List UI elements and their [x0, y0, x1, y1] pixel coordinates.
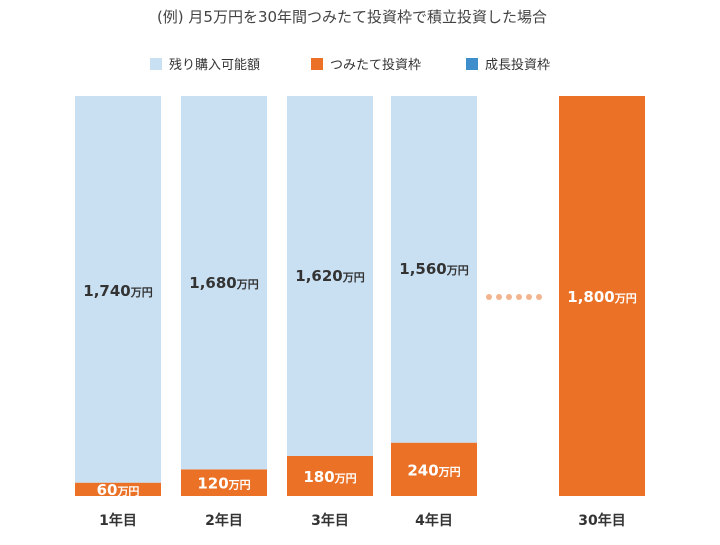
- bar-1-3: [287, 96, 373, 456]
- gap-dot-4: [516, 294, 522, 300]
- category-labels: 1年目 2年目 3年目 4年目 30年目: [99, 512, 626, 529]
- bar-2-1: [75, 482, 161, 496]
- legend-swatch-2: [311, 58, 323, 70]
- legend-label-1: 残り購入可能額: [169, 58, 260, 73]
- data-label-2-5: 1,800万円: [567, 288, 636, 306]
- gap-dot-5: [526, 294, 532, 300]
- gap-dot-6: [536, 294, 542, 300]
- bar-1-4: [391, 96, 477, 443]
- legend-swatch-1: [150, 58, 162, 70]
- bar-1-1: [75, 96, 161, 483]
- legend-label-2: つみたて投資枠: [330, 57, 421, 73]
- legend-swatch-3: [466, 58, 478, 70]
- legend: 残り購入可能額 つみたて投資枠 成長投資枠: [150, 57, 550, 73]
- data-label-2-4: 240万円: [407, 461, 460, 479]
- gap-dot-1: [486, 294, 492, 300]
- data-label-1-4: 1,560万円: [399, 260, 468, 278]
- gap-dot-3: [506, 294, 512, 300]
- bar-2-4: [391, 442, 477, 496]
- chart-title: (例) 月5万円を30年間つみたて投資枠で積立投資した場合: [157, 8, 547, 26]
- bar-2-5: [559, 96, 645, 496]
- data-label-2-2: 120万円: [197, 475, 250, 493]
- category-label-4: 4年目: [415, 512, 453, 529]
- data-label-1-1: 1,740万円: [83, 282, 152, 300]
- gap-dots: [486, 294, 542, 300]
- gap-dot-2: [496, 294, 502, 300]
- bar-1-2: [181, 96, 267, 470]
- category-label-3: 3年目: [311, 512, 349, 529]
- bar-2-3: [287, 456, 373, 496]
- value-labels: 60万円 1,740万円 120万円 1,680万円 180万円 1,620万円 240万円…: [83, 260, 636, 499]
- category-label-5: 30年目: [578, 512, 625, 529]
- data-label-2-1: 60万円: [97, 481, 140, 499]
- bars: [75, 96, 645, 496]
- category-label-2: 2年目: [205, 512, 243, 529]
- data-label-2-3: 180万円: [303, 468, 356, 486]
- bar-2-2: [181, 469, 267, 496]
- data-label-1-3: 1,620万円: [295, 267, 364, 285]
- category-label-1: 1年目: [99, 512, 137, 529]
- legend-label-3: 成長投資枠: [485, 57, 550, 73]
- data-label-1-2: 1,680万円: [189, 274, 258, 292]
